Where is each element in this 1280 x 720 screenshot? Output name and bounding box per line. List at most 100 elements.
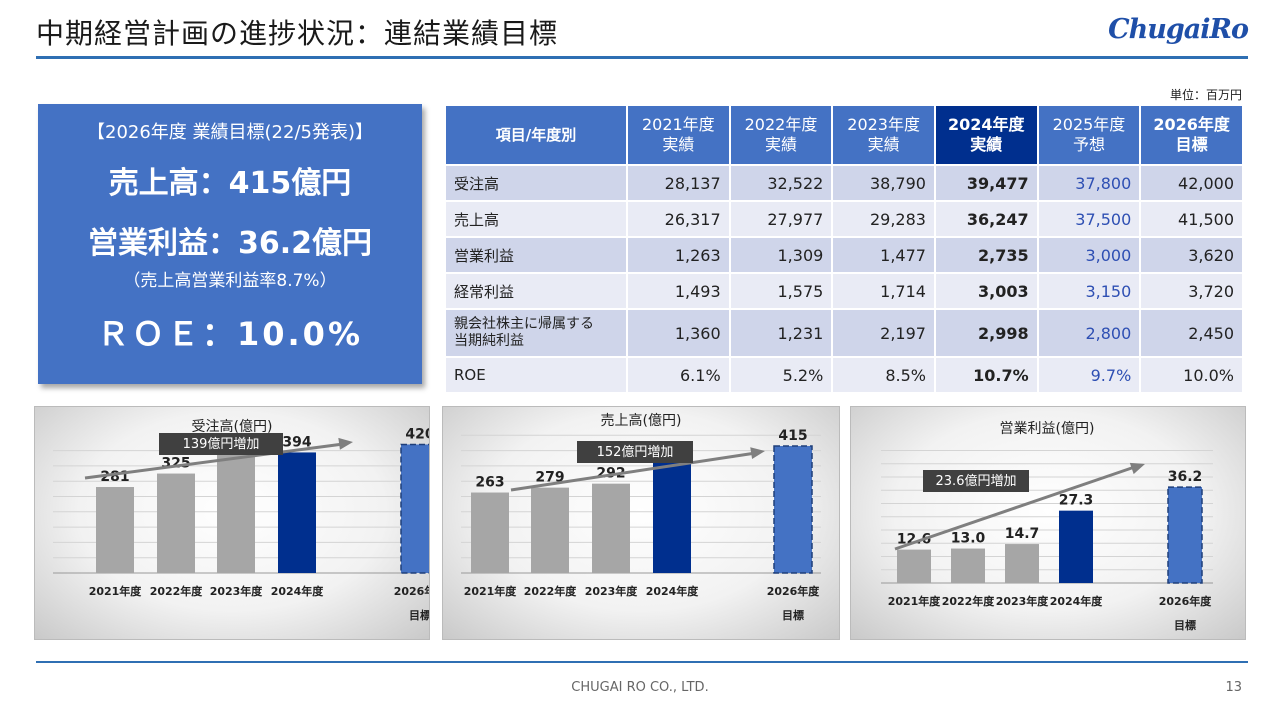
unit-label: 単位：百万円 <box>1169 88 1242 102</box>
bar-2022年度 <box>951 548 985 583</box>
increase-annotation-box <box>159 433 283 455</box>
target-heading: 【2026年度 業績目標(22/5発表)】 <box>87 122 373 143</box>
table-cell: 3,000 <box>1038 238 1140 272</box>
col-header-2026: 2026年度 目標 <box>1141 106 1242 164</box>
orders-chart-panel: 受注高(億円)2812021年度3252022年度3872023年度394202… <box>34 406 430 640</box>
col-year: 2022年度 <box>744 115 818 134</box>
row-label: 売上高 <box>446 202 626 236</box>
bar-2022年度 <box>531 487 569 573</box>
row-label: 営業利益 <box>446 238 626 272</box>
table-cell: 10.0% <box>1141 358 1242 392</box>
table-cell: 2,998 <box>935 310 1037 356</box>
table-cell: 38,790 <box>833 166 934 200</box>
trend-arrow-head <box>338 437 353 450</box>
bar-2023年度 <box>1005 544 1039 583</box>
col-header-2023: 2023年度 実績 <box>833 106 934 164</box>
table-cell: 3,150 <box>1038 274 1140 308</box>
tick-label: 2021年度 <box>89 584 143 598</box>
table-cell: 1,263 <box>628 238 729 272</box>
table-cell: 2,800 <box>1038 310 1140 356</box>
trend-arrow-head <box>750 447 765 460</box>
trend-arrow <box>84 442 348 480</box>
table-cell: 37,800 <box>1038 166 1140 200</box>
bar-2021年度 <box>96 487 134 573</box>
table-cell: 1,309 <box>730 238 832 272</box>
bar-2026年度 <box>1167 486 1203 584</box>
tick-label: 2026年度 <box>767 584 821 598</box>
tick-label-note: 目標 <box>1174 618 1196 632</box>
table-cell: 5.2% <box>730 358 832 392</box>
col-year: 2026年度 <box>1153 115 1230 134</box>
tick-label: 2022年度 <box>942 594 996 608</box>
data-label: 13.0 <box>951 531 986 547</box>
data-label: 36.2 <box>1168 469 1203 485</box>
col-header-2022: 2022年度 実績 <box>730 106 832 164</box>
table-cell: 8.5% <box>833 358 934 392</box>
row-label: 受注高 <box>446 166 626 200</box>
col-header-2024: 2024年度 実績 <box>935 106 1037 164</box>
sales-chart: 売上高(億円)2632021年度2792022年度2922023年度362202… <box>461 412 821 622</box>
bar-2024年度 <box>1059 510 1093 583</box>
trend-arrow <box>510 451 760 492</box>
bar-2021年度 <box>897 549 931 583</box>
col-year: 2023年度 <box>847 115 920 134</box>
chart-title: 受注高(億円) <box>192 418 273 435</box>
table-cell: 1,714 <box>833 274 934 308</box>
row-label: ROE <box>446 358 626 392</box>
bar-2021年度 <box>471 492 509 573</box>
table-row: 売上高 26,317 27,977 29,283 36,247 37,500 4… <box>446 202 1242 236</box>
data-label: 14.7 <box>1005 526 1040 542</box>
table-cell: 29,283 <box>833 202 934 236</box>
operating-profit-chart: 営業利益(億円) 12.6 2021年度 13.0 2022年度 14.7 2023年度 27… <box>881 421 1213 632</box>
chart-title: 売上高(億円) <box>601 412 682 429</box>
increase-annotation-box <box>923 470 1029 492</box>
data-label: 394 <box>282 434 311 450</box>
table-cell: 3,720 <box>1141 274 1242 308</box>
tick-label: 2023年度 <box>585 584 639 598</box>
sales-chart-panel: 売上高(億円)2632021年度2792022年度2922023年度362202… <box>442 406 840 640</box>
bar-2026年度 <box>400 443 429 574</box>
target-roe: ＲＯＥ：10.0% <box>96 315 364 353</box>
table-cell: 3,620 <box>1141 238 1242 272</box>
col-year: 2025年度 <box>1052 115 1126 134</box>
data-label: 420 <box>405 426 429 442</box>
col-kind: 実績 <box>764 135 797 154</box>
row-label-line: 当期純利益 <box>454 333 524 349</box>
data-label: 263 <box>475 475 504 491</box>
table-cell: 2,450 <box>1141 310 1242 356</box>
table-cell: 41,500 <box>1141 202 1242 236</box>
orders-chart: 受注高(億円)2812021年度3252022年度3872023年度394202… <box>53 418 429 622</box>
tick-label: 2023年度 <box>996 594 1050 608</box>
table-row: 営業利益 1,263 1,309 1,477 2,735 3,000 3,620 <box>446 238 1242 272</box>
table-header-label: 項目/年度別 <box>446 106 626 164</box>
row-label: 親会社株主に帰属する 当期純利益 <box>446 310 626 356</box>
data-label: 415 <box>778 428 807 444</box>
target-operating-profit: 営業利益：36.2億円 <box>87 226 373 261</box>
tick-label: 2024年度 <box>1050 594 1104 608</box>
table-cell: 26,317 <box>628 202 729 236</box>
table-cell: 36,247 <box>935 202 1037 236</box>
operating-profit-chart-panel: 営業利益(億円) 12.6 2021年度 13.0 2022年度 14.7 2023年度 27… <box>850 406 1246 640</box>
bar-2024年度 <box>653 462 691 573</box>
table-row: 受注高 28,137 32,522 38,790 39,477 37,800 4… <box>446 166 1242 200</box>
row-label-line: 親会社株主に帰属する <box>454 316 594 332</box>
title-divider <box>36 56 1248 59</box>
footer-company: CHUGAI RO CO., LTD. <box>571 680 709 695</box>
data-label: 27.3 <box>1059 493 1094 509</box>
tick-label: 2021年度 <box>888 594 942 608</box>
table-cell: 1,231 <box>730 310 832 356</box>
table-row: ROE 6.1% 5.2% 8.5% 10.7% 9.7% 10.0% <box>446 358 1242 392</box>
trend-arrow-head <box>1129 462 1145 475</box>
tick-label: 2026年度 <box>1159 594 1213 608</box>
col-kind: 目標 <box>1175 135 1208 154</box>
col-kind: 実績 <box>662 135 695 154</box>
footer-divider <box>36 661 1248 663</box>
col-kind: 実績 <box>867 135 900 154</box>
data-label: 12.6 <box>897 532 932 548</box>
col-header-2025: 2025年度 予想 <box>1038 106 1140 164</box>
tick-label-note: 目標 <box>409 608 429 622</box>
table-cell: 1,493 <box>628 274 729 308</box>
table-cell: 1,360 <box>628 310 729 356</box>
table-cell: 32,522 <box>730 166 832 200</box>
table-cell: 10.7% <box>935 358 1037 392</box>
